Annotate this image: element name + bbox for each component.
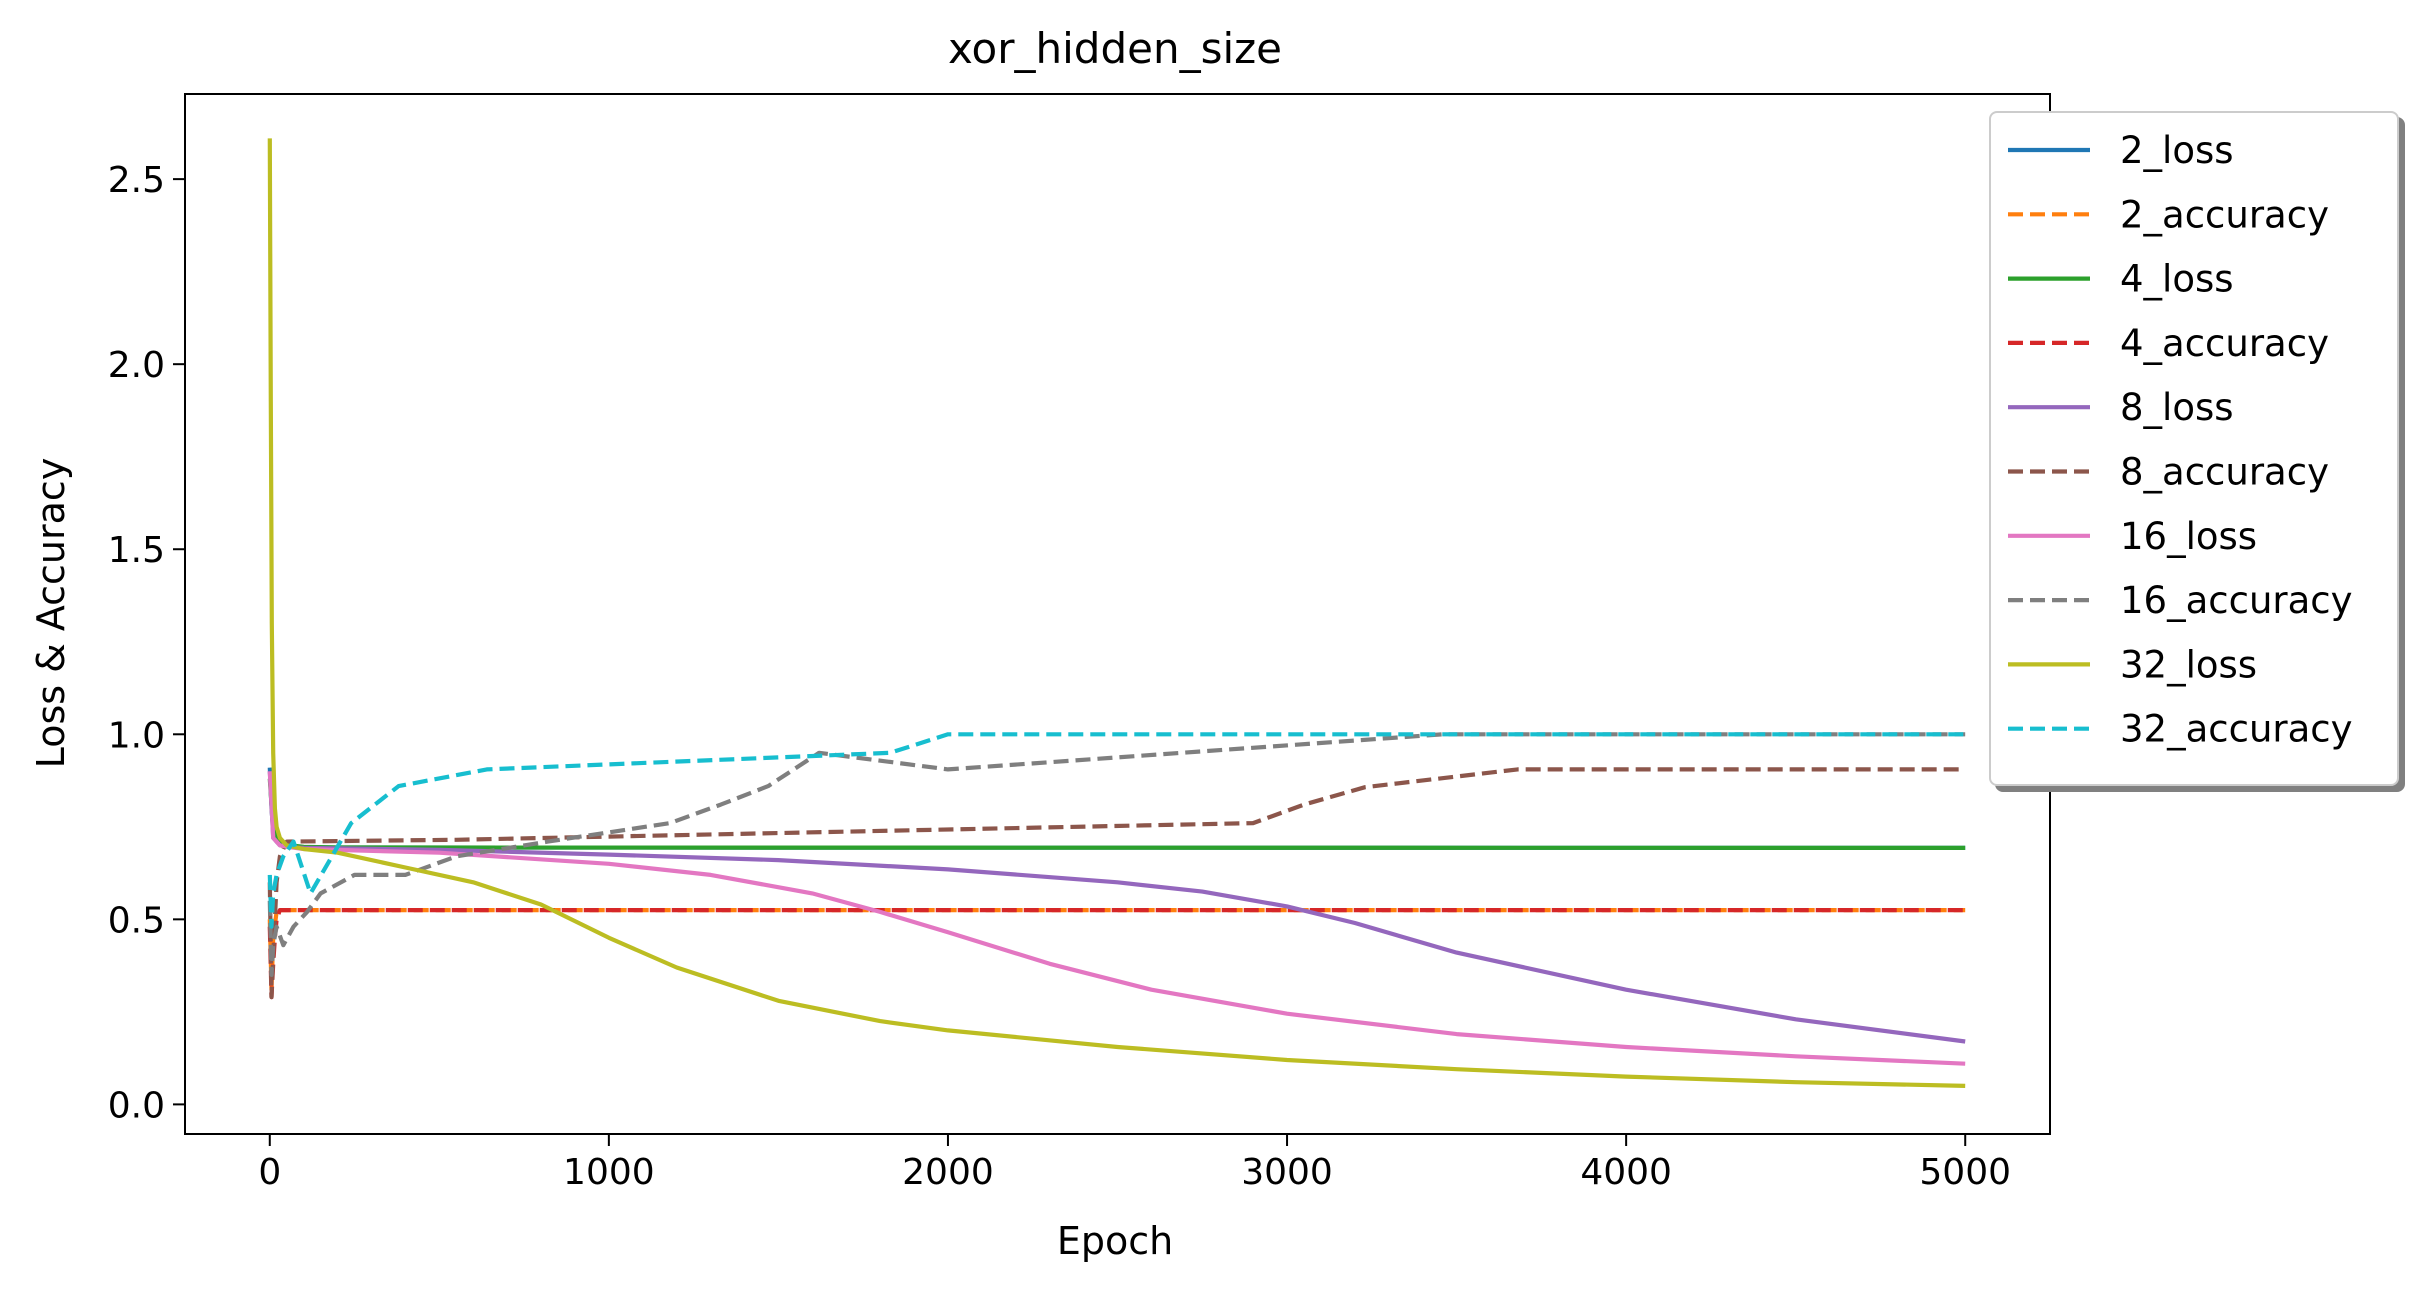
legend-label: 32_loss (2120, 643, 2257, 686)
y-tick-label: 2.0 (108, 345, 165, 386)
legend-label: 32_accuracy (2120, 708, 2353, 751)
series-layer (267, 138, 1966, 1088)
series-line-2-loss (267, 767, 1966, 851)
x-tick-label: 0 (258, 1152, 281, 1193)
series-line-16-loss (267, 771, 1966, 1066)
series-line-16-accuracy (267, 732, 1966, 978)
legend-box (1989, 111, 2399, 786)
y-tick-label: 1.0 (108, 715, 165, 756)
y-axis-label: Loss & Accuracy (29, 458, 73, 769)
legend-label: 2_accuracy (2120, 193, 2329, 236)
legend-label: 16_accuracy (2120, 579, 2353, 622)
x-axis-label: Epoch (1057, 1219, 1173, 1263)
series-line-8-accuracy (267, 767, 1966, 1000)
series-line-32-loss (267, 138, 1966, 1088)
chart-title: xor_hidden_size (948, 24, 1282, 73)
x-tick-label: 4000 (1580, 1152, 1672, 1193)
legend-label: 2_loss (2120, 129, 2234, 172)
series-line-4-accuracy (267, 907, 1966, 1000)
legend-label: 8_loss (2120, 386, 2234, 429)
x-tick-label: 1000 (563, 1152, 655, 1193)
axes-layer: 0 1000 2000 3000 4000 5000 0.0 0.5 1.0 1.5 2.0 2.5 (108, 93, 2051, 1193)
legend-label: 16_loss (2120, 515, 2257, 558)
legend-label: 4_accuracy (2120, 322, 2329, 365)
x-tick-label: 5000 (1919, 1152, 2011, 1193)
y-tick-label: 0.5 (108, 900, 165, 941)
x-tick-label: 2000 (902, 1152, 994, 1193)
legend: 2_loss 2_accuracy 4_loss 4_accuracy 8_loss 8_… (1989, 111, 2399, 786)
y-tick-label: 1.5 (108, 530, 165, 571)
plot-frame (184, 93, 2051, 1135)
x-tick-label: 3000 (1241, 1152, 1333, 1193)
legend-label: 4_loss (2120, 258, 2234, 301)
legend-label: 8_accuracy (2120, 451, 2329, 494)
y-tick-label: 2.5 (108, 160, 165, 201)
series-line-2-accuracy (267, 907, 1966, 992)
y-tick-label: 0.0 (108, 1085, 165, 1126)
series-line-8-loss (267, 771, 1966, 1044)
